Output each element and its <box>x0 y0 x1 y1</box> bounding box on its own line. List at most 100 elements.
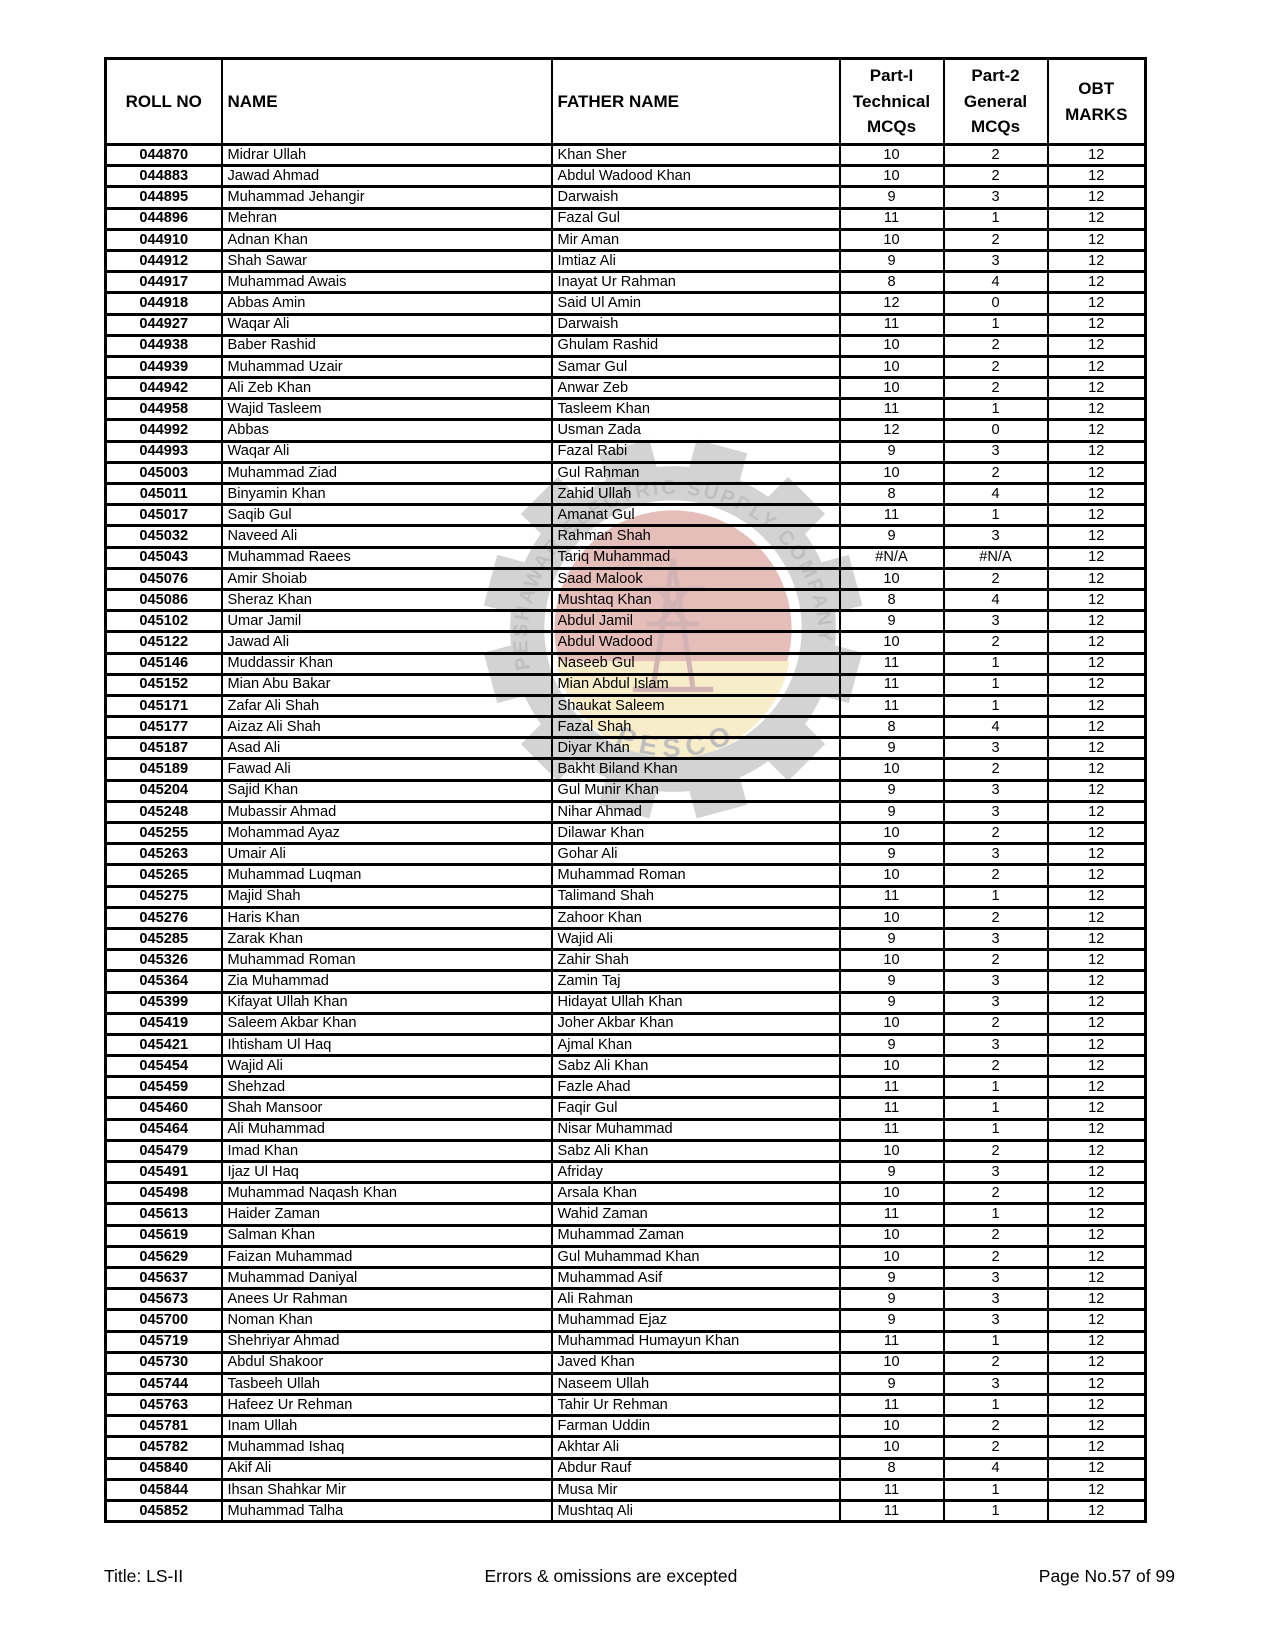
father-name-cell: Dilawar Khan <box>550 820 841 846</box>
part1-mcqs-cell: 11 <box>838 651 945 676</box>
roll-no-cell: 045459 <box>104 1075 223 1100</box>
obt-marks-cell: 12 <box>1046 1223 1147 1248</box>
part2-mcqs-cell: 3 <box>942 524 1049 549</box>
table-row: 045763 Hafeez Ur Rehman Tahir Ur Rehman 11 1… <box>104 1393 1147 1418</box>
name-cell: Hafeez Ur Rehman <box>220 1393 553 1418</box>
name-cell: Imad Khan <box>220 1138 553 1164</box>
col-header-obt-marks: OBT MARKS <box>1046 57 1147 146</box>
part2-mcqs-cell: 4 <box>942 715 1049 740</box>
part1-mcqs-cell: 9 <box>838 524 945 549</box>
roll-no-cell: 045177 <box>104 715 223 740</box>
father-name-cell: Akhtar Ali <box>550 1435 841 1460</box>
obt-marks-cell: 12 <box>1046 1308 1147 1333</box>
name-cell: Ali Zeb Khan <box>220 376 553 401</box>
obt-marks-cell: 12 <box>1046 376 1147 401</box>
roll-no-cell: 045763 <box>104 1393 223 1418</box>
roll-no-cell: 045399 <box>104 990 223 1015</box>
father-name-cell: Fazal Shah <box>550 715 841 740</box>
table-row: 045730 Abdul Shakoor Javed Khan 10 2 12 <box>104 1350 1147 1375</box>
obt-marks-cell: 12 <box>1046 1414 1147 1439</box>
part2-mcqs-cell: 1 <box>942 693 1049 719</box>
obt-marks-cell: 12 <box>1046 1181 1147 1206</box>
roll-no-cell: 045782 <box>104 1435 223 1460</box>
father-name-cell: Diyar Khan <box>550 736 841 761</box>
name-cell: Tasbeeh Ullah <box>220 1371 553 1397</box>
part2-mcqs-cell: 3 <box>942 248 1049 274</box>
table-row: 045399 Kifayat Ullah Khan Hidayat Ullah Kh… <box>104 990 1147 1015</box>
part2-mcqs-cell: 2 <box>942 354 1049 380</box>
roll-no-cell: 045248 <box>104 799 223 825</box>
part1-mcqs-cell: 10 <box>838 1350 945 1375</box>
part1-mcqs-cell: 10 <box>838 1223 945 1248</box>
obt-marks-cell: 12 <box>1046 905 1147 930</box>
part2-mcqs-cell: 0 <box>942 291 1049 316</box>
part1-mcqs-cell: 9 <box>838 969 945 994</box>
father-name-cell: Tahir Ur Rehman <box>550 1393 841 1418</box>
part1-mcqs-cell: 11 <box>838 503 945 528</box>
table-row: 045086 Sheraz Khan Mushtaq Khan 8 4 12 <box>104 587 1147 613</box>
part1-mcqs-cell: 10 <box>838 1435 945 1460</box>
roll-no-cell: 044883 <box>104 164 223 189</box>
table-row: 045102 Umar Jamil Abdul Jamil 9 3 12 <box>104 609 1147 634</box>
obt-marks-cell: 12 <box>1046 587 1147 613</box>
part1-mcqs-cell: 11 <box>838 1202 945 1227</box>
part2-mcqs-cell: 1 <box>942 1202 1049 1227</box>
roll-no-cell: 044942 <box>104 376 223 401</box>
obt-marks-cell: 12 <box>1046 1498 1147 1524</box>
obt-marks-cell: 12 <box>1046 439 1147 464</box>
roll-no-cell: 045844 <box>104 1477 223 1503</box>
name-cell: Shah Sawar <box>220 248 553 274</box>
table-row: 045419 Saleem Akbar Khan Joher Akbar Khan 1… <box>104 1011 1147 1036</box>
obt-marks-cell: 12 <box>1046 1244 1147 1269</box>
father-name-cell: Abdur Rauf <box>550 1456 841 1481</box>
table-row: 045032 Naveed Ali Rahman Shah 9 3 12 <box>104 524 1147 549</box>
name-cell: Muhammad Ishaq <box>220 1435 553 1460</box>
part2-mcqs-cell: 1 <box>942 1393 1049 1418</box>
part2-mcqs-cell: 2 <box>942 948 1049 973</box>
part2-mcqs-cell: 4 <box>942 481 1049 507</box>
father-name-cell: Muhammad Humayun Khan <box>550 1329 841 1354</box>
col-header-part2-general-mcqs: Part-2 General MCQs <box>942 57 1049 146</box>
roll-no-cell: 045613 <box>104 1202 223 1227</box>
father-name-cell: Darwaish <box>550 312 841 337</box>
part1-mcqs-cell: 11 <box>838 1393 945 1418</box>
obt-marks-cell: 12 <box>1046 820 1147 846</box>
roll-no-cell: 045255 <box>104 820 223 846</box>
table-row: 045498 Muhammad Naqash Khan Arsala Khan 10 2… <box>104 1181 1147 1206</box>
obt-marks-cell: 12 <box>1046 1202 1147 1227</box>
father-name-cell: Ali Rahman <box>550 1287 841 1312</box>
father-name-cell: Ghulam Rashid <box>550 333 841 358</box>
father-name-cell: Gohar Ali <box>550 842 841 867</box>
part1-mcqs-cell: 11 <box>838 1329 945 1354</box>
name-cell: Muhammad Ziad <box>220 460 553 486</box>
roll-no-cell: 045011 <box>104 481 223 507</box>
father-name-cell: Fazal Rabi <box>550 439 841 464</box>
name-cell: Mian Abu Bakar <box>220 672 553 697</box>
name-cell: Anees Ur Rahman <box>220 1287 553 1312</box>
obt-marks-cell: 12 <box>1046 1159 1147 1185</box>
roll-no-cell: 045464 <box>104 1117 223 1142</box>
father-name-cell: Naseem Ullah <box>550 1371 841 1397</box>
part2-mcqs-cell: 3 <box>942 778 1049 803</box>
part1-mcqs-cell: 10 <box>838 566 945 591</box>
part2-mcqs-cell: 2 <box>942 863 1049 888</box>
father-name-cell: Nihar Ahmad <box>550 799 841 825</box>
table-row: 045840 Akif Ali Abdur Rauf 8 4 12 <box>104 1456 1147 1481</box>
obt-marks-cell: 12 <box>1046 948 1147 973</box>
part2-mcqs-cell: 2 <box>942 1181 1049 1206</box>
name-cell: Umair Ali <box>220 842 553 867</box>
table-row: 044958 Wajid Tasleem Tasleem Khan 11 1 12 <box>104 397 1147 422</box>
part1-mcqs-cell: 8 <box>838 270 945 295</box>
roll-no-cell: 045637 <box>104 1265 223 1291</box>
part2-mcqs-cell: 3 <box>942 990 1049 1015</box>
roll-no-cell: 045189 <box>104 757 223 782</box>
page-footer: Title: LS-II Errors & omissions are exce… <box>104 1566 1175 1587</box>
roll-no-cell: 045276 <box>104 905 223 930</box>
father-name-cell: Joher Akbar Khan <box>550 1011 841 1036</box>
part1-mcqs-cell: 11 <box>838 397 945 422</box>
obt-marks-cell: 12 <box>1046 185 1147 210</box>
obt-marks-cell: 12 <box>1046 1435 1147 1460</box>
roll-no-cell: 045419 <box>104 1011 223 1036</box>
obt-marks-cell: 12 <box>1046 609 1147 634</box>
part1-mcqs-cell: 9 <box>838 1371 945 1397</box>
